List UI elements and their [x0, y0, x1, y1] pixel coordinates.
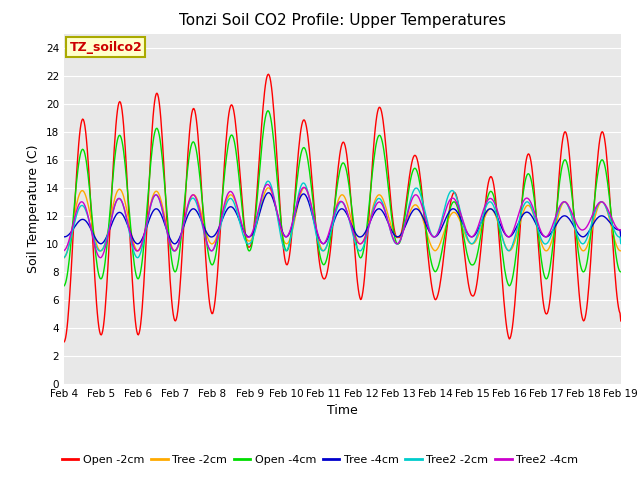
Open -4cm [60, 283, 68, 289]
Tree -4cm [412, 206, 419, 212]
Open -2cm [428, 279, 435, 285]
Open -4cm [214, 241, 221, 247]
Open -4cm [70, 205, 78, 211]
Tree -2cm [184, 204, 192, 209]
Tree2 -4cm [70, 217, 78, 223]
Tree2 -4cm [214, 231, 222, 237]
Line: Tree2 -4cm: Tree2 -4cm [64, 184, 621, 258]
Tree -4cm [214, 227, 222, 232]
Open -2cm [617, 318, 625, 324]
Tree2 -4cm [428, 233, 436, 239]
Tree2 -4cm [185, 199, 193, 205]
Tree2 -4cm [264, 181, 271, 187]
Open -2cm [70, 216, 78, 221]
Tree -2cm [214, 232, 221, 238]
Line: Tree -4cm: Tree -4cm [64, 193, 621, 244]
Tree2 -2cm [214, 233, 222, 239]
Tree -2cm [127, 230, 135, 236]
Tree -2cm [411, 202, 419, 208]
Line: Tree2 -2cm: Tree2 -2cm [64, 181, 621, 258]
Tree2 -2cm [60, 255, 68, 261]
Open -2cm [60, 339, 68, 345]
Open -4cm [264, 108, 271, 114]
Tree2 -2cm [70, 222, 78, 228]
Tree2 -4cm [128, 239, 136, 245]
Open -2cm [411, 152, 419, 158]
Open -4cm [411, 165, 419, 171]
Open -2cm [127, 261, 135, 266]
Open -4cm [127, 234, 135, 240]
Open -4cm [428, 259, 435, 264]
Open -2cm [264, 72, 272, 77]
Line: Tree -2cm: Tree -2cm [64, 188, 621, 258]
Tree -2cm [617, 248, 625, 254]
Y-axis label: Soil Temperature (C): Soil Temperature (C) [28, 144, 40, 273]
Line: Open -2cm: Open -2cm [64, 74, 621, 342]
Tree2 -2cm [428, 232, 436, 238]
Tree2 -2cm [185, 202, 193, 207]
Tree -2cm [428, 243, 435, 249]
Tree -4cm [617, 234, 625, 240]
Tree -2cm [70, 215, 78, 220]
Tree2 -2cm [617, 241, 625, 247]
Open -2cm [214, 273, 221, 279]
Tree -4cm [171, 241, 179, 247]
Tree2 -2cm [127, 240, 135, 245]
Tree -4cm [127, 232, 135, 238]
Legend: Open -2cm, Tree -2cm, Open -4cm, Tree -4cm, Tree2 -2cm, Tree2 -4cm: Open -2cm, Tree -2cm, Open -4cm, Tree -4… [58, 451, 582, 469]
Open -4cm [617, 269, 625, 275]
Tree2 -4cm [97, 255, 104, 261]
Text: TZ_soilco2: TZ_soilco2 [70, 41, 142, 54]
Tree -4cm [264, 190, 272, 196]
Tree2 -2cm [134, 255, 141, 261]
Tree2 -4cm [412, 192, 419, 198]
Title: Tonzi Soil CO2 Profile: Upper Temperatures: Tonzi Soil CO2 Profile: Upper Temperatur… [179, 13, 506, 28]
Tree2 -4cm [60, 248, 68, 253]
Tree -4cm [185, 211, 193, 216]
Open -2cm [184, 151, 192, 156]
Tree2 -4cm [617, 227, 625, 232]
Tree -2cm [301, 185, 308, 191]
Tree -4cm [70, 225, 78, 231]
Tree2 -2cm [412, 185, 419, 191]
Open -4cm [184, 164, 192, 169]
Tree -2cm [60, 255, 68, 261]
Tree2 -2cm [264, 179, 272, 184]
Tree -4cm [428, 232, 436, 238]
Tree -4cm [60, 234, 68, 240]
X-axis label: Time: Time [327, 405, 358, 418]
Line: Open -4cm: Open -4cm [64, 111, 621, 286]
